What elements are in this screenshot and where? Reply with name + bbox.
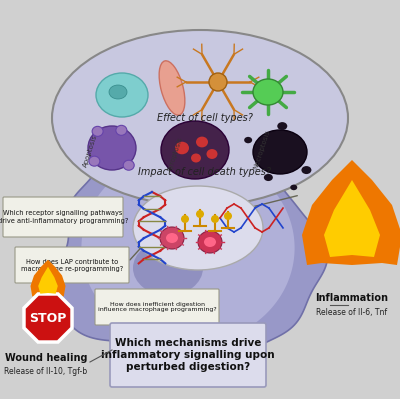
- Ellipse shape: [290, 185, 297, 190]
- Ellipse shape: [191, 154, 201, 162]
- Ellipse shape: [133, 241, 203, 296]
- Ellipse shape: [206, 149, 218, 159]
- Ellipse shape: [198, 231, 222, 253]
- Ellipse shape: [160, 227, 184, 249]
- FancyBboxPatch shape: [3, 197, 123, 237]
- FancyBboxPatch shape: [95, 289, 219, 325]
- Ellipse shape: [175, 142, 189, 154]
- Ellipse shape: [211, 215, 219, 223]
- Ellipse shape: [181, 215, 189, 223]
- Polygon shape: [30, 260, 66, 296]
- Polygon shape: [56, 126, 328, 362]
- Ellipse shape: [96, 73, 148, 117]
- Ellipse shape: [166, 233, 178, 243]
- Text: Impact of cell death types?: Impact of cell death types?: [138, 167, 272, 177]
- Ellipse shape: [52, 30, 348, 206]
- Ellipse shape: [277, 122, 287, 130]
- Ellipse shape: [159, 61, 185, 115]
- Text: Necroptosis: Necroptosis: [252, 129, 271, 170]
- Ellipse shape: [89, 156, 100, 166]
- Ellipse shape: [253, 79, 283, 105]
- Ellipse shape: [116, 125, 127, 135]
- Text: Release of Il-6, Tnf: Release of Il-6, Tnf: [316, 308, 388, 316]
- Ellipse shape: [244, 137, 252, 143]
- Text: Apoptosis: Apoptosis: [82, 134, 98, 168]
- Ellipse shape: [204, 237, 216, 247]
- Text: How does inefficient digestion
influence macrophage programming?: How does inefficient digestion influence…: [98, 302, 216, 312]
- Text: Which mechanisms drive
inflammatory signalling upon
perturbed digestion?: Which mechanisms drive inflammatory sign…: [101, 338, 275, 371]
- Text: Effect of cell types?: Effect of cell types?: [157, 113, 253, 123]
- Ellipse shape: [196, 136, 208, 147]
- Text: Which receptor signalling pathways
drive anti-inflammatory programming?: Which receptor signalling pathways drive…: [0, 211, 128, 223]
- Polygon shape: [82, 151, 294, 345]
- Text: STOP: STOP: [29, 312, 67, 324]
- Text: Wound healing: Wound healing: [5, 353, 87, 363]
- Polygon shape: [24, 294, 72, 342]
- Polygon shape: [38, 267, 58, 294]
- Ellipse shape: [109, 85, 127, 99]
- Ellipse shape: [88, 126, 136, 170]
- Ellipse shape: [264, 174, 273, 181]
- Ellipse shape: [133, 186, 263, 270]
- Ellipse shape: [123, 160, 134, 170]
- Text: Release of Il-10, Tgf-b: Release of Il-10, Tgf-b: [4, 367, 88, 377]
- Text: Pyroptosis: Pyroptosis: [166, 136, 183, 172]
- Ellipse shape: [302, 166, 312, 174]
- Polygon shape: [302, 160, 400, 265]
- FancyBboxPatch shape: [15, 247, 129, 283]
- Ellipse shape: [253, 130, 307, 174]
- Text: How does LAP contribute to
macrophage re-programming?: How does LAP contribute to macrophage re…: [21, 259, 123, 271]
- Polygon shape: [324, 180, 380, 257]
- Ellipse shape: [209, 73, 227, 91]
- Ellipse shape: [224, 212, 232, 220]
- Ellipse shape: [92, 126, 103, 136]
- Ellipse shape: [161, 121, 229, 179]
- Ellipse shape: [196, 210, 204, 218]
- Text: Inflammation: Inflammation: [316, 293, 388, 303]
- FancyBboxPatch shape: [110, 323, 266, 387]
